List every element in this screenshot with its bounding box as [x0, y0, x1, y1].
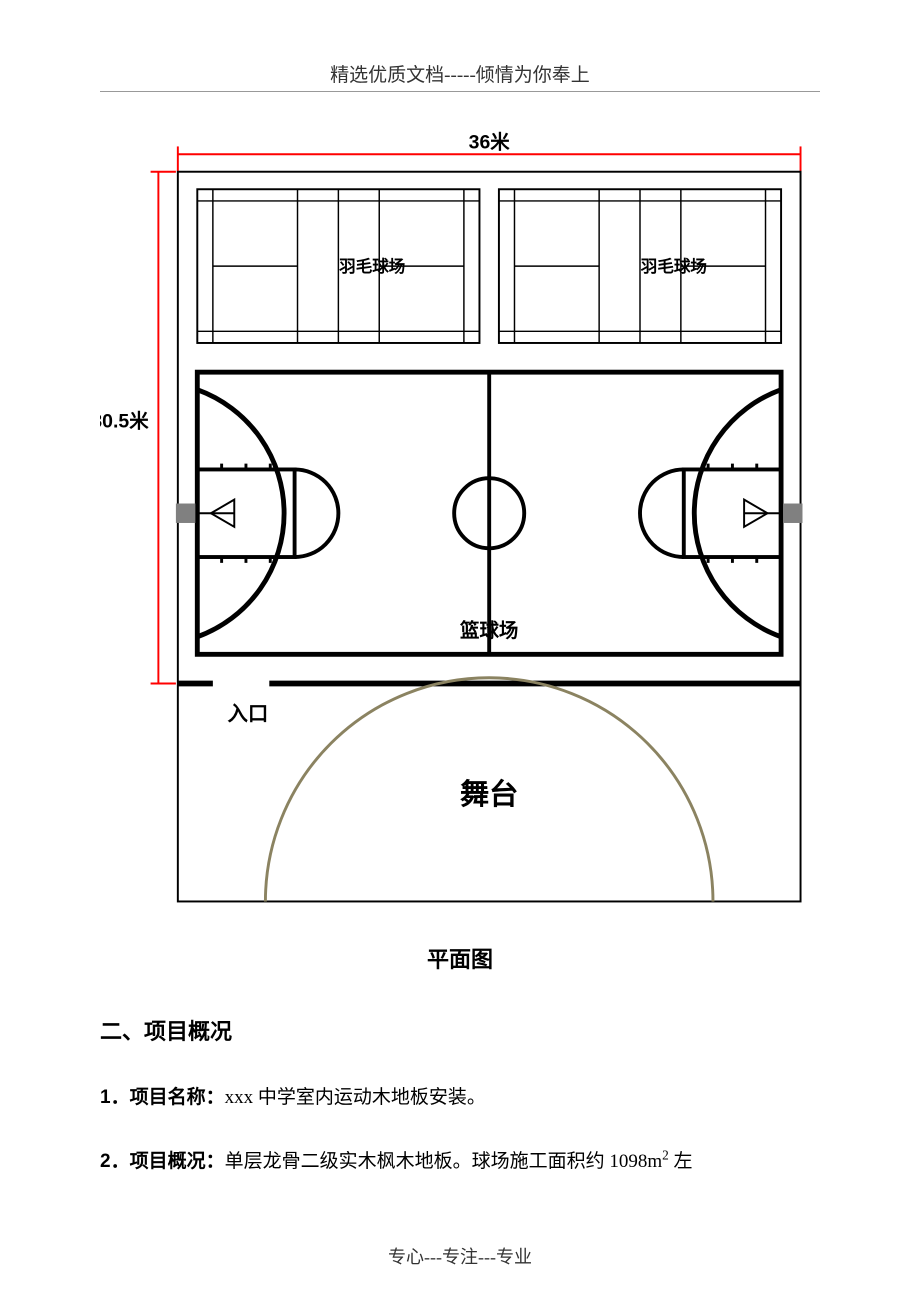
item-2-sup: 2	[662, 1147, 669, 1162]
svg-text:36米: 36米	[469, 130, 511, 153]
item-2-text-a: 单层龙骨二级实木枫木地板。球场施工面积约 1098m	[225, 1151, 663, 1172]
item-2-text-b: 左	[669, 1151, 693, 1172]
svg-text:舞台: 舞台	[460, 777, 518, 811]
page-footer: 专心---专注---专业	[100, 1243, 820, 1269]
item-2: 2．项目概况：单层龙骨二级实木枫木地板。球场施工面积约 1098m2 左	[100, 1140, 820, 1184]
svg-text:篮球场: 篮球场	[459, 619, 518, 642]
item-2-label: 2．项目概况：	[100, 1151, 225, 1172]
floor-plan-svg: 36米 30.5米 羽毛球场 羽毛球场篮球场入口舞台	[100, 122, 820, 922]
svg-text:羽毛球场: 羽毛球场	[641, 256, 707, 276]
header-rule	[100, 91, 820, 92]
svg-text:入口: 入口	[227, 702, 268, 725]
item-1-label: 1．项目名称：	[100, 1087, 225, 1108]
item-1-text: xxx 中学室内运动木地板安装。	[225, 1087, 486, 1108]
page-header: 精选优质文档-----倾情为你奉上	[100, 60, 820, 87]
floor-plan-diagram: 36米 30.5米 羽毛球场 羽毛球场篮球场入口舞台	[100, 122, 820, 922]
section-heading: 二、项目概况	[100, 1014, 820, 1046]
svg-text:30.5米: 30.5米	[100, 410, 149, 433]
svg-text:羽毛球场: 羽毛球场	[339, 256, 405, 276]
item-1: 1．项目名称：xxx 中学室内运动木地板安装。	[100, 1076, 820, 1120]
diagram-caption: 平面图	[100, 942, 820, 974]
